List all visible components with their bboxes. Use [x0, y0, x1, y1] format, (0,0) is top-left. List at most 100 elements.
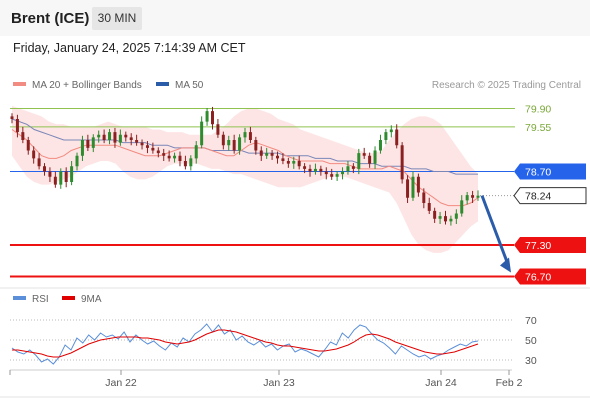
current-price-tag: [513, 187, 587, 205]
level-tag-2: [514, 163, 586, 180]
candle-body: [113, 132, 117, 143]
current-price-label: 78.24: [525, 191, 551, 203]
candle-body: [59, 171, 63, 185]
legend-ma20: MA 20 + Bollinger Bands: [13, 80, 142, 91]
candle-body: [151, 147, 155, 151]
candle-body: [53, 176, 57, 185]
candle-body: [162, 153, 166, 156]
candle-body: [357, 153, 361, 169]
candle-body: [227, 140, 231, 146]
candle-body: [15, 119, 19, 133]
report-datetime: Friday, January 24, 2025 7:14:39 AM CET: [13, 41, 246, 55]
candle-body: [389, 129, 393, 133]
candle-body: [303, 166, 307, 169]
instrument-title: Brent (ICE): [11, 10, 90, 27]
candle-body: [26, 140, 30, 151]
ma20-line: [11, 129, 479, 207]
candle-body: [406, 179, 410, 198]
legend-ma50: MA 50: [156, 80, 203, 91]
candle-body: [194, 145, 198, 159]
candle-body: [373, 150, 377, 164]
candle-body: [37, 158, 41, 167]
candle-body: [91, 137, 95, 148]
candle-body: [248, 132, 252, 140]
candle-body: [124, 134, 128, 138]
candle-body: [108, 132, 112, 140]
legend-label-ma20: MA 20 + Bollinger Bands: [32, 80, 142, 91]
candle-body: [43, 166, 47, 172]
legend-swatch-ma20: [13, 82, 26, 87]
rsi-line: [11, 323, 479, 365]
candle-body: [167, 155, 171, 159]
copyright-text: Research © 2025 Trading Central: [431, 80, 581, 91]
level-label-0: 79.90: [525, 104, 551, 116]
candle-body: [210, 111, 214, 125]
candle-body: [80, 140, 84, 156]
candle-body: [433, 210, 437, 219]
candle-body: [75, 155, 79, 167]
candle-body: [335, 174, 339, 177]
level-tag-3: [514, 237, 586, 253]
candle-body: [313, 168, 317, 172]
candle-body: [395, 129, 399, 146]
candle-body: [308, 168, 312, 172]
candle-body: [216, 124, 220, 135]
legend-swatch-ma50: [156, 82, 169, 87]
candle-body: [32, 150, 36, 159]
x-tick-label-2: Jan 24: [425, 377, 457, 389]
rsi-tick-label-1: 50: [525, 335, 537, 347]
candle-body: [21, 132, 25, 140]
candle-body: [135, 140, 139, 143]
candle-body: [286, 161, 290, 164]
candle-body: [297, 161, 301, 167]
candle-body: [64, 171, 68, 182]
candle-body: [238, 137, 242, 151]
candle-body: [324, 171, 328, 175]
candle-body: [145, 145, 149, 148]
candle-body: [140, 142, 144, 146]
candle-body: [221, 134, 225, 146]
legend-swatch-rsi: [13, 296, 26, 301]
level-tag-4: [514, 268, 586, 285]
candle-body: [70, 166, 74, 182]
candle-body: [178, 155, 182, 161]
legend-label-rsi: RSI: [32, 294, 49, 305]
candle-body: [422, 192, 426, 203]
level-label-4: 76.70: [525, 272, 551, 284]
candle-body: [362, 153, 366, 156]
candle-body: [449, 218, 453, 222]
timeframe-button[interactable]: 30 MIN: [92, 7, 142, 30]
candle-body: [460, 200, 464, 214]
candle-body: [438, 216, 442, 219]
level-label-1: 79.55: [525, 122, 551, 134]
candle-body: [243, 132, 247, 138]
candle-body: [183, 161, 187, 167]
candle-body: [341, 171, 345, 175]
candle-body: [254, 140, 258, 151]
legend-9ma: 9MA: [62, 294, 102, 305]
candle-body: [48, 171, 52, 177]
level-label-3: 77.30: [525, 240, 551, 252]
candle-body: [200, 121, 204, 146]
candle-body: [265, 153, 269, 156]
candle-body: [476, 195, 480, 198]
candle-body: [156, 150, 160, 154]
candle-body: [102, 134, 106, 140]
candle-body: [189, 158, 193, 167]
candle-body: [270, 153, 274, 156]
ma50-line: [11, 118, 478, 175]
x-tick-label-0: Jan 22: [105, 377, 137, 389]
legend-swatch-9ma: [62, 296, 75, 301]
candle-body: [129, 137, 133, 140]
candle-body: [10, 116, 14, 119]
candle-body: [330, 174, 334, 177]
candle-body: [384, 132, 388, 140]
candle-body: [97, 134, 101, 138]
candle-body: [346, 166, 350, 172]
rsi-tick-label-2: 30: [525, 355, 537, 367]
candle-body: [292, 161, 296, 164]
candle-body: [378, 140, 382, 151]
rsi-tick-label-0: 70: [525, 315, 537, 327]
candle-body: [400, 145, 404, 180]
